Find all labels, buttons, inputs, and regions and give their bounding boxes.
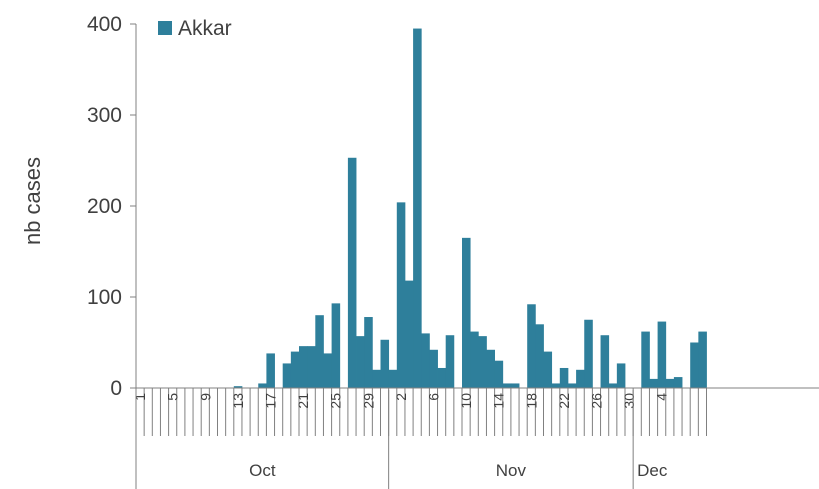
x-tick-label: 29 (360, 393, 376, 409)
x-tick-label: 2 (393, 393, 409, 401)
bar (690, 342, 699, 388)
bar (608, 383, 618, 388)
bar (331, 303, 341, 388)
bar (657, 321, 667, 388)
bar (600, 335, 610, 388)
bar (641, 331, 650, 388)
x-tick-label: 17 (262, 393, 278, 409)
bar (282, 363, 292, 388)
bar (364, 317, 373, 388)
bar (502, 383, 512, 388)
legend-label: Akkar (178, 17, 232, 40)
month-label: Dec (637, 461, 668, 480)
bar (543, 351, 553, 388)
month-label: Oct (249, 461, 276, 480)
x-tick-label: 10 (458, 393, 474, 409)
bar (380, 339, 390, 388)
bar (266, 353, 275, 388)
bar (429, 349, 438, 388)
bar (478, 336, 487, 388)
bar (437, 367, 447, 388)
bar (559, 367, 569, 388)
bar (510, 383, 520, 388)
x-tick-label: 14 (491, 393, 507, 409)
bar (576, 369, 585, 388)
x-tick-label: 21 (295, 393, 311, 409)
bar (347, 157, 357, 388)
x-tick-label: 18 (523, 393, 539, 409)
bar (413, 28, 422, 389)
bar (445, 335, 455, 388)
bar (372, 369, 381, 388)
bar (462, 237, 471, 388)
bar (535, 324, 544, 388)
y-tick-label: 400 (87, 13, 122, 36)
bar (470, 331, 479, 388)
bar (527, 304, 536, 388)
x-tick-label: 26 (588, 393, 604, 409)
bar (299, 346, 308, 388)
x-tick-label: 25 (328, 393, 344, 409)
bar (551, 383, 561, 388)
bar (698, 331, 707, 388)
legend-swatch (158, 21, 172, 35)
bar (404, 280, 414, 388)
bar (673, 377, 683, 388)
bar (388, 369, 398, 388)
bar (665, 378, 675, 388)
x-tick-label: 1 (132, 393, 148, 401)
x-tick-label: 4 (654, 393, 670, 401)
y-tick-label: 200 (87, 195, 122, 218)
y-tick-label: 100 (87, 286, 122, 309)
bar (233, 386, 243, 388)
bars (233, 28, 707, 389)
x-tick-label: 5 (165, 393, 181, 401)
bar (494, 360, 504, 388)
bar (323, 353, 332, 388)
bar (315, 315, 324, 388)
bar (567, 383, 577, 388)
bar (307, 346, 316, 388)
x-tick-label: 30 (621, 393, 637, 409)
x-tick-label: 13 (230, 393, 246, 409)
bar (258, 383, 267, 388)
bar (616, 363, 626, 388)
bar (356, 336, 365, 388)
y-tick-label: 300 (87, 104, 122, 127)
x-tick-label: 6 (425, 393, 441, 401)
bar (396, 202, 406, 388)
bar (486, 349, 495, 388)
y-axis: 0 100 200 300 400 (87, 13, 137, 400)
bar (584, 319, 593, 388)
x-tick-label: 22 (556, 393, 572, 409)
bar (421, 333, 430, 388)
x-tick-label: 9 (197, 393, 213, 401)
month-label: Nov (496, 461, 527, 480)
bar (290, 351, 300, 388)
bar (649, 378, 658, 388)
legend: Akkar (158, 17, 232, 40)
y-axis-label: nb cases (20, 157, 45, 245)
y-tick-label: 0 (110, 377, 122, 400)
